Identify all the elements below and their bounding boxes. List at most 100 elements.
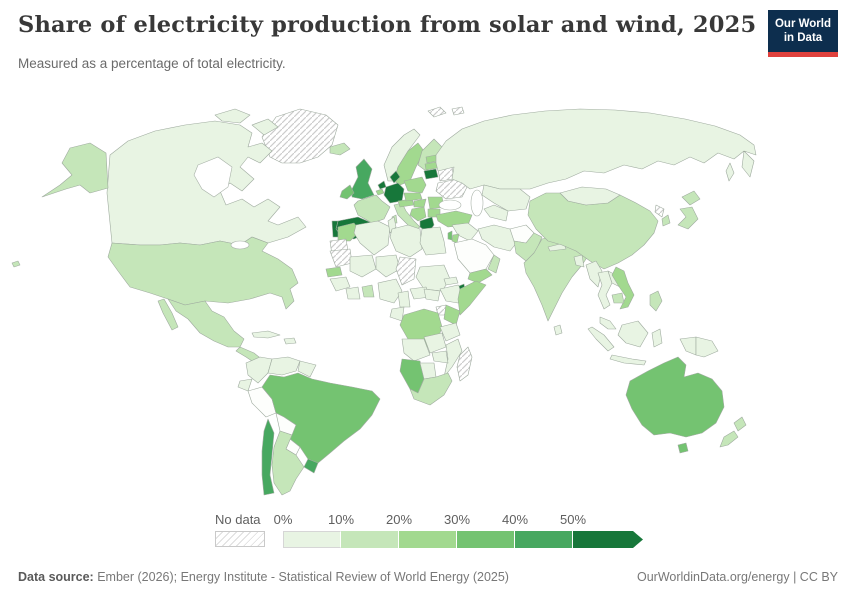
country-chile[interactable] bbox=[261, 418, 275, 496]
country-mexico[interactable] bbox=[157, 298, 245, 348]
country-south-africa[interactable] bbox=[409, 372, 453, 406]
country-netherlands[interactable] bbox=[377, 180, 387, 190]
legend-segment-30-40[interactable] bbox=[457, 531, 515, 548]
country-bangladesh[interactable] bbox=[573, 254, 585, 268]
country-chad[interactable] bbox=[395, 256, 417, 286]
country-iceland[interactable] bbox=[329, 142, 351, 156]
country-cuba[interactable] bbox=[251, 330, 281, 339]
country-egypt[interactable] bbox=[419, 226, 447, 256]
country-guyanas[interactable] bbox=[297, 360, 317, 378]
country-argentina[interactable] bbox=[271, 430, 305, 496]
country-svalbard[interactable] bbox=[427, 106, 465, 118]
country-yemen[interactable] bbox=[467, 268, 493, 284]
country-israel[interactable] bbox=[447, 230, 453, 241]
country-poland[interactable] bbox=[403, 176, 427, 194]
owid-logo-line1: Our World bbox=[774, 18, 831, 30]
no-data-label: No data bbox=[215, 512, 261, 527]
country-ivory-coast[interactable] bbox=[345, 286, 361, 300]
country-cameroon[interactable] bbox=[397, 290, 411, 308]
country-uruguay[interactable] bbox=[303, 458, 319, 474]
country-somalia[interactable] bbox=[457, 280, 487, 316]
country-niger[interactable] bbox=[375, 254, 401, 278]
country-sudan[interactable] bbox=[415, 264, 451, 292]
owid-logo[interactable]: Our World in Data bbox=[768, 10, 838, 57]
legend-segment-10-20[interactable] bbox=[341, 531, 399, 548]
country-morocco[interactable] bbox=[337, 222, 361, 242]
legend-segment-20-30[interactable] bbox=[399, 531, 457, 548]
country-north-korea[interactable] bbox=[654, 204, 665, 218]
world-map-svg bbox=[11, 106, 757, 496]
country-south-korea[interactable] bbox=[661, 214, 671, 227]
country-uk[interactable] bbox=[351, 158, 375, 200]
country-philippines[interactable] bbox=[649, 290, 663, 312]
page-title: Share of electricity production from sol… bbox=[18, 12, 757, 38]
country-nigeria[interactable] bbox=[377, 278, 403, 304]
country-czechia-slovakia[interactable] bbox=[403, 192, 423, 202]
country-germany[interactable] bbox=[383, 182, 405, 204]
country-central-asia[interactable] bbox=[483, 204, 509, 222]
country-australia[interactable] bbox=[625, 356, 725, 454]
legend-tick-40: 40% bbox=[501, 512, 529, 527]
country-kenya[interactable] bbox=[443, 304, 461, 326]
country-bolivia[interactable] bbox=[275, 412, 297, 436]
country-mauritania[interactable] bbox=[329, 248, 353, 268]
country-ghana[interactable] bbox=[361, 284, 375, 298]
country-france[interactable] bbox=[353, 194, 391, 224]
owid-url-license[interactable]: OurWorldinData.org/energy | CC BY bbox=[636, 570, 838, 584]
country-south-sudan[interactable] bbox=[423, 288, 441, 302]
country-algeria[interactable] bbox=[353, 220, 391, 256]
country-syria-iraq[interactable] bbox=[451, 222, 479, 242]
country-libya[interactable] bbox=[389, 224, 423, 258]
country-vietnam[interactable] bbox=[611, 266, 635, 310]
country-indonesia[interactable] bbox=[587, 320, 697, 366]
country-usa-hawaii[interactable] bbox=[11, 260, 21, 268]
country-ireland[interactable] bbox=[339, 184, 355, 200]
country-lithuania[interactable] bbox=[423, 168, 439, 180]
country-new-zealand[interactable] bbox=[719, 416, 747, 448]
country-congo[interactable] bbox=[389, 306, 405, 322]
country-eritrea[interactable] bbox=[443, 276, 459, 286]
country-tanzania[interactable] bbox=[439, 322, 461, 342]
legend-segment-0-10[interactable] bbox=[283, 531, 341, 548]
country-usa-alaska[interactable] bbox=[41, 142, 109, 198]
country-kazakhstan[interactable] bbox=[481, 184, 531, 212]
country-malaysia[interactable] bbox=[599, 316, 617, 330]
legend-segment-50-plus[interactable] bbox=[573, 531, 643, 548]
country-guinea[interactable] bbox=[329, 276, 351, 292]
country-saudi-arabia[interactable] bbox=[453, 238, 495, 274]
country-mali[interactable] bbox=[349, 254, 377, 278]
country-hispaniola[interactable] bbox=[283, 337, 297, 345]
country-sri-lanka[interactable] bbox=[553, 324, 563, 336]
country-angola[interactable] bbox=[401, 338, 431, 362]
country-venezuela[interactable] bbox=[267, 356, 301, 376]
water-hudson-bay bbox=[193, 156, 233, 198]
country-balkans[interactable] bbox=[409, 206, 427, 222]
country-japan[interactable] bbox=[677, 190, 701, 230]
country-russia[interactable] bbox=[435, 108, 757, 190]
country-jordan[interactable] bbox=[451, 233, 460, 244]
country-mozambique[interactable] bbox=[443, 338, 463, 378]
country-denmark[interactable] bbox=[389, 170, 401, 184]
data-source-text: Ember (2026); Energy Institute - Statist… bbox=[93, 570, 509, 584]
country-iran[interactable] bbox=[477, 224, 519, 252]
country-zimbabwe[interactable] bbox=[431, 350, 449, 364]
country-hungary[interactable] bbox=[413, 198, 427, 208]
country-ecuador[interactable] bbox=[237, 378, 253, 392]
legend-segment-40-50[interactable] bbox=[515, 531, 573, 548]
country-greenland[interactable] bbox=[261, 108, 339, 164]
owid-logo-line2: in Data bbox=[783, 32, 823, 45]
country-oman[interactable] bbox=[487, 254, 501, 274]
country-belgium[interactable] bbox=[375, 188, 385, 196]
country-cambodia[interactable] bbox=[611, 292, 625, 304]
data-source-note: Data source: Ember (2026); Energy Instit… bbox=[18, 570, 509, 584]
country-papua-new-guinea[interactable] bbox=[695, 336, 719, 358]
country-usa[interactable] bbox=[107, 236, 299, 310]
country-mongolia[interactable] bbox=[559, 186, 621, 206]
no-data-swatch[interactable] bbox=[215, 531, 265, 547]
water-great-lakes bbox=[230, 240, 250, 250]
country-senegal[interactable] bbox=[325, 266, 343, 278]
page-subtitle: Measured as a percentage of total electr… bbox=[18, 56, 286, 71]
legend-color-scale[interactable] bbox=[283, 531, 643, 548]
country-madagascar[interactable] bbox=[456, 346, 473, 382]
